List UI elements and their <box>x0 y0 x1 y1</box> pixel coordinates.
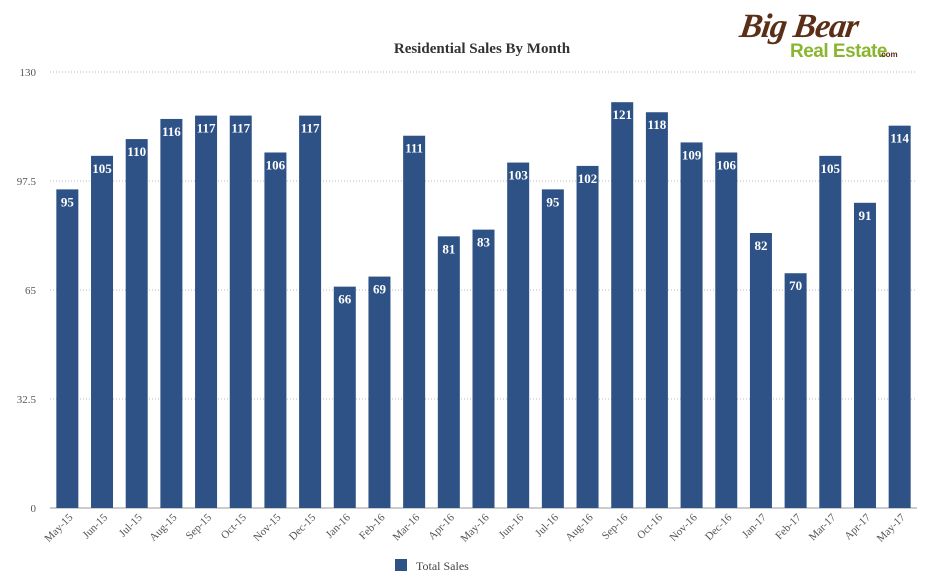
data-label: 106 <box>266 157 286 172</box>
bar[interactable] <box>541 189 564 508</box>
x-tick-label: Sep-16 <box>600 511 631 542</box>
brand-logo: Big Bear Real Estate .com <box>736 8 916 66</box>
x-tick-label: Apr-16 <box>426 511 457 542</box>
x-tick-label: Jul-15 <box>117 511 145 539</box>
data-labels: 95 105 110 116 117 117 106 117 66 69 111 81 83 103 95 1… <box>61 107 910 306</box>
data-label: 116 <box>162 124 181 139</box>
bar[interactable] <box>645 112 668 508</box>
data-label: 70 <box>789 278 802 293</box>
bar[interactable] <box>576 165 599 508</box>
y-tick-label: 97.5 <box>17 176 37 188</box>
x-tick-label: Mar-17 <box>807 511 839 543</box>
data-label: 114 <box>890 131 909 146</box>
data-label: 110 <box>127 144 146 159</box>
data-label: 106 <box>717 157 737 172</box>
y-tick-label: 130 <box>20 67 37 79</box>
data-label: 95 <box>546 194 560 209</box>
bar[interactable] <box>195 115 218 508</box>
data-label: 66 <box>338 292 352 307</box>
data-label: 102 <box>578 171 598 186</box>
bar[interactable] <box>264 152 287 508</box>
x-tick-label: Jan-16 <box>324 511 354 541</box>
x-tick-label: May-17 <box>875 511 908 544</box>
bar[interactable] <box>91 155 114 508</box>
x-tick-label: Nov-15 <box>251 511 284 544</box>
bar[interactable] <box>299 115 322 508</box>
x-tick-label: Aug-15 <box>147 511 180 544</box>
x-tick-label: Feb-16 <box>357 511 388 542</box>
data-label: 117 <box>197 121 216 136</box>
bars <box>56 102 911 509</box>
data-label: 82 <box>754 238 767 253</box>
legend-swatch <box>395 559 407 571</box>
legend[interactable]: Total Sales <box>395 559 469 573</box>
data-label: 69 <box>373 282 387 297</box>
logo-subtitle: Real Estate <box>790 41 887 62</box>
x-tick-label: May-15 <box>42 511 75 544</box>
data-label: 81 <box>442 241 455 256</box>
bar[interactable] <box>611 102 634 508</box>
x-tick-label: Nov-16 <box>667 511 700 544</box>
bar[interactable] <box>403 135 426 508</box>
x-tick-label: May-16 <box>459 511 492 544</box>
data-label: 121 <box>612 107 632 122</box>
data-label: 109 <box>682 147 702 162</box>
x-tick-label: Oct-16 <box>635 511 665 541</box>
data-label: 105 <box>821 161 841 176</box>
x-tick-label: Apr-17 <box>842 511 873 542</box>
x-tick-label: Dec-16 <box>703 511 735 543</box>
bar[interactable] <box>229 115 252 508</box>
data-label: 103 <box>508 168 528 183</box>
x-tick-label: Jun-16 <box>497 511 527 541</box>
x-tick-label: Aug-16 <box>563 511 596 544</box>
data-label: 117 <box>231 121 250 136</box>
bar[interactable] <box>715 152 738 508</box>
data-label: 117 <box>301 121 320 136</box>
bar[interactable] <box>437 236 460 509</box>
x-tick-label: Jun-15 <box>80 511 110 541</box>
y-tick-label: 32.5 <box>17 394 37 406</box>
bar[interactable] <box>888 125 911 509</box>
x-axis: May-15 Jun-15 Jul-15 Aug-15 Sep-15 Oct-15 Nov-… <box>42 511 908 544</box>
bar[interactable] <box>507 162 530 509</box>
bar[interactable] <box>749 232 772 508</box>
bar[interactable] <box>472 229 495 508</box>
x-tick-label: Dec-15 <box>287 511 319 543</box>
x-tick-label: Jul-16 <box>533 511 561 539</box>
bar[interactable] <box>853 202 876 509</box>
x-tick-label: Feb-17 <box>773 511 804 542</box>
y-axis: 0 32.5 65 97.5 130 <box>17 67 37 515</box>
data-label: 105 <box>92 161 112 176</box>
x-tick-label: Oct-15 <box>219 511 249 541</box>
bar[interactable] <box>368 276 391 508</box>
bar[interactable] <box>819 155 842 508</box>
bar[interactable] <box>333 286 356 508</box>
data-label: 118 <box>648 117 667 132</box>
legend-label[interactable]: Total Sales <box>416 559 469 573</box>
y-tick-label: 0 <box>31 503 37 515</box>
bar[interactable] <box>125 139 148 509</box>
data-label: 83 <box>477 235 491 250</box>
data-label: 91 <box>858 208 871 223</box>
bar[interactable] <box>56 189 79 508</box>
data-label: 95 <box>61 194 75 209</box>
logo-domain: .com <box>879 50 898 59</box>
bar[interactable] <box>784 273 807 508</box>
bar[interactable] <box>160 118 183 508</box>
chart-title: Residential Sales By Month <box>394 41 571 57</box>
x-tick-label: Mar-16 <box>391 511 423 543</box>
y-tick-label: 65 <box>25 285 37 297</box>
x-tick-label: Sep-15 <box>184 511 215 542</box>
data-label: 111 <box>405 141 423 156</box>
x-tick-label: Jan-17 <box>740 511 770 541</box>
bar[interactable] <box>680 142 703 508</box>
